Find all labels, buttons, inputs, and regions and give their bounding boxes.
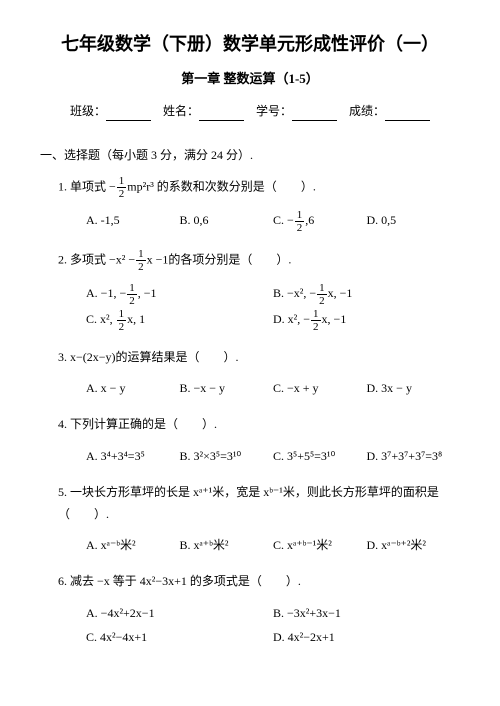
- option: C. −x + y: [273, 376, 367, 400]
- question-stem: 4. 下列计算正确的是（ ）.: [58, 414, 460, 436]
- options: A. x − yB. −x − yC. −x + yD. 3x − y: [58, 376, 460, 400]
- options: A. 3⁴+3⁴=3⁵B. 3²×3⁵=3¹⁰C. 3⁵+5⁵=3¹⁰D. 3⁷…: [58, 444, 460, 468]
- question-stem: 3. x−(2x−y)的运算结果是（ ）.: [58, 347, 460, 369]
- option: C. x², 12x, 1: [86, 307, 273, 333]
- options: A. -1,5B. 0,6C. −12,6D. 0,5: [58, 208, 460, 234]
- option: C. −12,6: [273, 208, 367, 234]
- option: B. −x − y: [180, 376, 274, 400]
- class-blank: [106, 107, 151, 121]
- option: D. 4x²−2x+1: [273, 625, 460, 649]
- option: D. xᵃ⁻ᵇ⁺²米²: [367, 533, 461, 557]
- question: 6. 减去 −x 等于 4x²−3x+1 的多项式是（ ）. A. −4x²+2x…: [40, 571, 460, 649]
- class-label: 班级：: [70, 104, 106, 118]
- id-blank: [292, 107, 337, 121]
- question-stem: 5. 一块长方形草坪的长是 xᵃ⁺¹米，宽是 xᵇ⁻¹米，则此长方形草坪的面积是…: [58, 482, 460, 525]
- page-subtitle: 第一章 整数运算（1-5）: [40, 69, 460, 90]
- option: D. 0,5: [367, 208, 461, 234]
- question-stem: 2. 多项式 −x² −12x −1的各项分别是（ ）.: [58, 248, 460, 273]
- option: B. 0,6: [180, 208, 274, 234]
- option: C. 4x²−4x+1: [86, 625, 273, 649]
- option: B. −3x²+3x−1: [273, 601, 460, 625]
- name-label: 姓名：: [163, 104, 199, 118]
- questions-container: 1. 单项式 −12mp²r³ 的系数和次数分别是（ ）. A. -1,5B. 0…: [40, 175, 460, 649]
- option: A. x − y: [86, 376, 180, 400]
- option: C. 3⁵+5⁵=3¹⁰: [273, 444, 367, 468]
- option: B. xᵃ⁺ᵇ米²: [180, 533, 274, 557]
- option: A. xᵃ⁻ᵇ米²: [86, 533, 180, 557]
- options: A. −1, −12, −1B. −x², −12x, −1C. x², 12x…: [58, 281, 460, 333]
- question: 1. 单项式 −12mp²r³ 的系数和次数分别是（ ）. A. -1,5B. 0…: [40, 175, 460, 234]
- question: 4. 下列计算正确的是（ ）. A. 3⁴+3⁴=3⁵B. 3²×3⁵=3¹⁰C.…: [40, 414, 460, 468]
- id-label: 学号：: [256, 104, 292, 118]
- question: 5. 一块长方形草坪的长是 xᵃ⁺¹米，宽是 xᵇ⁻¹米，则此长方形草坪的面积是…: [40, 482, 460, 557]
- page-title: 七年级数学（下册）数学单元形成性评价（一）: [40, 30, 460, 59]
- option: D. 3⁷+3⁷+3⁷=3⁸: [367, 444, 461, 468]
- section-head: 一、选择题（每小题 3 分，满分 24 分）.: [40, 146, 460, 165]
- option: D. 3x − y: [367, 376, 461, 400]
- option: C. xᵃ⁺ᵇ⁻¹米²: [273, 533, 367, 557]
- option: B. 3²×3⁵=3¹⁰: [180, 444, 274, 468]
- option: A. −1, −12, −1: [86, 281, 273, 307]
- option: A. −4x²+2x−1: [86, 601, 273, 625]
- question-stem: 1. 单项式 −12mp²r³ 的系数和次数分别是（ ）.: [58, 175, 460, 200]
- options: A. −4x²+2x−1B. −3x²+3x−1C. 4x²−4x+1D. 4x…: [58, 601, 460, 649]
- question: 2. 多项式 −x² −12x −1的各项分别是（ ）. A. −1, −12, …: [40, 248, 460, 333]
- option: A. -1,5: [86, 208, 180, 234]
- option: D. x², −12x, −1: [273, 307, 460, 333]
- options: A. xᵃ⁻ᵇ米²B. xᵃ⁺ᵇ米²C. xᵃ⁺ᵇ⁻¹米²D. xᵃ⁻ᵇ⁺²米²: [58, 533, 460, 557]
- option: B. −x², −12x, −1: [273, 281, 460, 307]
- score-label: 成绩：: [349, 104, 385, 118]
- name-blank: [199, 107, 244, 121]
- option: A. 3⁴+3⁴=3⁵: [86, 444, 180, 468]
- question: 3. x−(2x−y)的运算结果是（ ）. A. x − yB. −x − yC.…: [40, 347, 460, 401]
- info-row: 班级： 姓名： 学号： 成绩：: [40, 102, 460, 121]
- score-blank: [385, 107, 430, 121]
- question-stem: 6. 减去 −x 等于 4x²−3x+1 的多项式是（ ）.: [58, 571, 460, 593]
